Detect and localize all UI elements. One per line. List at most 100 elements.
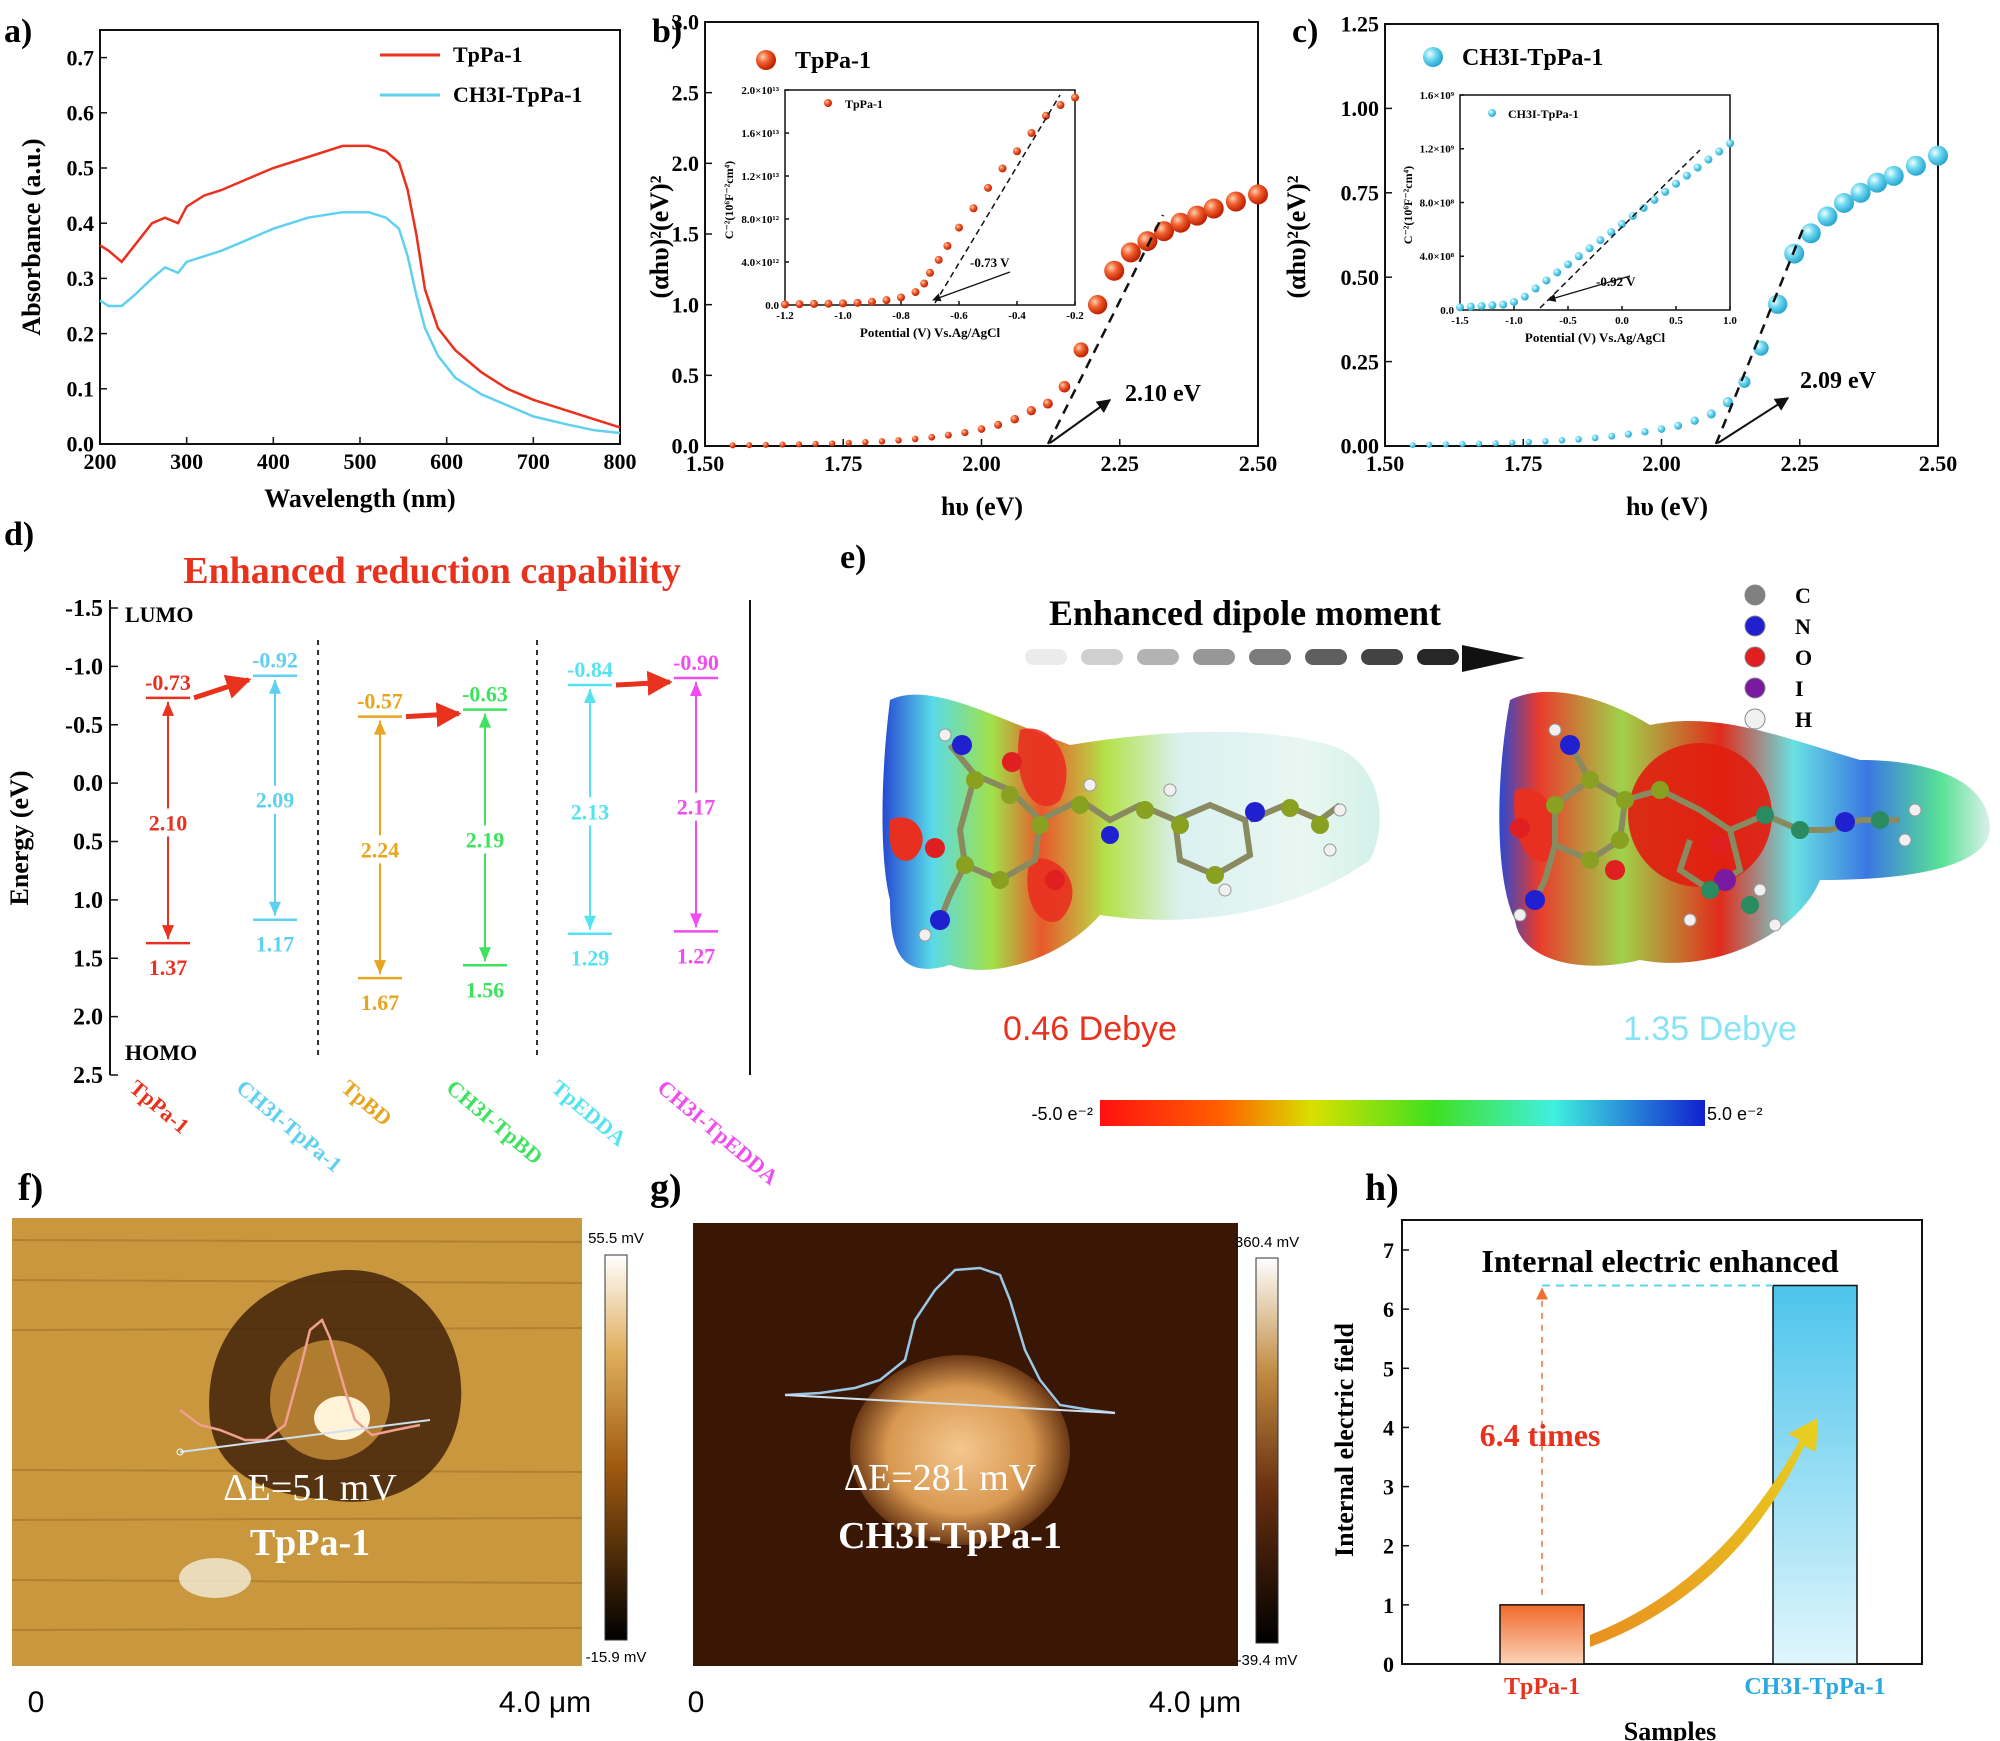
sample-label: CH3I-TpBD: [442, 1075, 548, 1170]
panel-b-inset-xlabel: Potential (V) Vs.Ag/AgCl: [860, 325, 1001, 340]
scan-line-f: [179, 1419, 431, 1453]
data-point: [1248, 184, 1268, 205]
data-point: [729, 442, 736, 449]
panel-b-inset-fit: [934, 94, 1061, 304]
gap-arrowhead-down: [374, 960, 386, 975]
data-point: [1591, 434, 1599, 442]
panel-b-legend-marker: [756, 50, 776, 70]
bar-category-label: CH3I-TpPa-1: [1744, 1674, 1885, 1700]
panel-a-ytick-label: 0.2: [67, 321, 95, 346]
homo-value: 1.37: [149, 955, 188, 980]
data-point: [845, 439, 852, 447]
panel-b-inset-arrow: [932, 271, 1011, 302]
dipole-dash: [1249, 649, 1291, 665]
gap-value: 2.09: [256, 788, 295, 813]
legend-label-tppa1: TpPa-1: [453, 42, 523, 67]
data-point: [1706, 409, 1716, 419]
panel-h-ytick-label: 4: [1383, 1415, 1394, 1440]
panel-c-xlabel: hυ (eV): [1626, 492, 1708, 521]
panel-a-label: a): [4, 13, 32, 50]
data-point: [928, 433, 936, 441]
afm-spot-f: [179, 1558, 251, 1598]
data-point: [1475, 440, 1483, 447]
dipole-gradient-arrow: [1025, 649, 1459, 665]
panel-c-inset-legend-marker: [1488, 109, 1496, 117]
panel-d-ytick-label: 0.5: [73, 830, 103, 856]
inset-data-point: [1715, 147, 1724, 156]
colorbar-g-min: -39.4 mV: [1237, 1652, 1298, 1669]
data-point: [1525, 438, 1532, 446]
panel-g-sample-name: CH3I-TpPa-1: [838, 1515, 1062, 1557]
gap-arrowhead-up: [374, 720, 386, 735]
panel-b-inset-xtick-label: -0.2: [1066, 310, 1084, 322]
panel-d-label: d): [4, 516, 34, 553]
data-point: [795, 441, 803, 448]
panel-c-ytick-label: 0.25: [1341, 349, 1380, 374]
panel-c-inset-ytick-label: 1.2×10⁹: [1420, 144, 1455, 156]
panel-c-legend-marker: [1423, 47, 1443, 67]
inset-data-point: [1466, 302, 1475, 311]
panel-e-label: e): [840, 539, 866, 576]
scan-line-g: [784, 1394, 1116, 1414]
panel-b-xtick-label: 1.75: [824, 451, 863, 476]
data-point: [829, 440, 836, 447]
series-line-tppa1: [99, 144, 621, 429]
inset-data-point: [969, 204, 978, 213]
inset-data-point: [1071, 93, 1079, 102]
panel-b-ytick-label: 1.5: [672, 222, 700, 247]
inset-data-point: [810, 299, 818, 308]
data-point: [1042, 398, 1053, 409]
left-atoms: [918, 728, 1347, 942]
panel-c-inset-ytick-label: 1.6×10⁹: [1420, 90, 1455, 102]
panel-b-legend-label: TpPa-1: [795, 48, 871, 74]
panel-a-xlabel: Wavelength (nm): [264, 484, 455, 513]
inset-data-point: [943, 241, 952, 250]
panel-b-ylabel: (αhυ)²(eV)²: [645, 175, 674, 298]
inset-data-point: [1510, 297, 1518, 306]
reduction-arrow: [615, 670, 673, 696]
panel-b-xtick-label: 2.00: [962, 451, 1001, 476]
panel-g-x-start: 0: [688, 1686, 705, 1719]
panel-b-inset-ytick-label: 8.0×10¹²: [741, 214, 779, 226]
panel-c-xtick-label: 1.50: [1366, 451, 1405, 476]
gap-label-bg: [461, 825, 509, 854]
panel-g: g) ΔE=281 mV CH3I-TpPa-1 360.4 mV -39.4 …: [650, 1167, 1299, 1719]
esp-molecule-left: [882, 694, 1380, 970]
panel-b-annotation: 2.10 eV: [1125, 381, 1202, 407]
panel-e: e) Enhanced dipole moment: [840, 539, 1990, 1126]
gap-arrowhead-down: [690, 913, 702, 928]
reduction-arrow: [405, 702, 462, 728]
panel-d-ytick-label: 0.0: [73, 771, 103, 797]
left-dipole-value: 0.46 Debye: [1003, 1010, 1177, 1048]
colorbar-f-max: 55.5 mV: [588, 1230, 644, 1247]
data-point: [779, 441, 786, 448]
panel-f-delta: ΔE=51 mV: [223, 1467, 397, 1509]
data-point: [1850, 182, 1871, 203]
panel-a-xtick-label: 500: [344, 449, 377, 474]
panel-c-inset-legend-label: CH3I-TpPa-1: [1508, 107, 1579, 121]
homo-value: 1.17: [256, 932, 295, 957]
atom-legend-label: I: [1795, 676, 1804, 701]
panel-h: h) 0 1 2 3 4 5 6 7 TpPa-1 CH3I-TpPa-1 Internal e…: [1330, 1167, 1923, 1741]
panel-f-sample-name: TpPa-1: [250, 1522, 370, 1564]
data-point: [1624, 430, 1632, 438]
panel-c-inset-xlabel: Potential (V) Vs.Ag/AgCl: [1525, 330, 1666, 345]
data-point: [1738, 375, 1751, 388]
panel-d-ytick-label: 2.0: [73, 1005, 103, 1031]
panel-a-ylabel: Absorbance (a.u.): [17, 138, 46, 335]
dipole-dash: [1081, 649, 1123, 665]
panel-f: f) ΔE=51 mV TpPa-1 55.5 mV -15.9 mV 0 4.…: [11, 1167, 646, 1719]
panel-d: d) Enhanced reduction capability LUMO HO…: [4, 516, 783, 1190]
inset-data-point: [1585, 244, 1594, 253]
data-point: [1558, 436, 1566, 444]
panel-c-ytick-label: 1.25: [1341, 12, 1380, 37]
panel-c-ytick-label: 0.50: [1341, 265, 1380, 290]
inset-data-point: [1607, 228, 1616, 237]
dipole-arrow-head: [1462, 645, 1525, 672]
panel-b-xlabel: hυ (eV): [941, 492, 1023, 521]
panel-h-xlabel: Samples: [1624, 1717, 1716, 1741]
inset-data-point: [1542, 276, 1551, 285]
inset-data-point: [1013, 147, 1021, 156]
inset-data-point: [1520, 292, 1529, 301]
data-point: [1492, 440, 1499, 447]
